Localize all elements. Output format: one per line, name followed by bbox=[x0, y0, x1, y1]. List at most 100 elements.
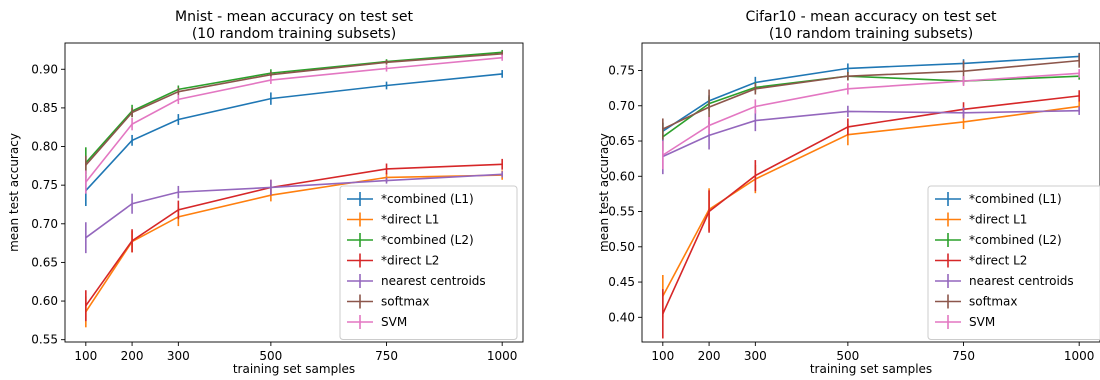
x-tick-label: 200 bbox=[698, 349, 721, 363]
series-line bbox=[85, 173, 503, 239]
data-point bbox=[962, 112, 965, 114]
data-point bbox=[385, 179, 388, 182]
y-tick-label: 0.40 bbox=[608, 310, 635, 324]
legend-label: nearest centroids bbox=[381, 274, 486, 288]
legend-label: nearest centroids bbox=[969, 274, 1074, 288]
y-tick-label: 0.70 bbox=[31, 217, 58, 231]
y-tick-label: 0.90 bbox=[31, 62, 58, 76]
y-tick-label: 0.80 bbox=[31, 140, 58, 154]
y-tick-label: 0.60 bbox=[31, 294, 58, 308]
series-line bbox=[85, 53, 503, 166]
series-5 bbox=[662, 105, 1080, 175]
legend-label: *combined (L2) bbox=[381, 233, 474, 247]
series-line bbox=[662, 75, 1080, 138]
data-point bbox=[270, 97, 272, 100]
x-axis-label: training set samples bbox=[810, 362, 932, 376]
x-tick-label: 100 bbox=[74, 349, 97, 363]
data-point bbox=[501, 73, 503, 75]
x-tick-label: 750 bbox=[952, 349, 975, 363]
series-1 bbox=[85, 70, 503, 207]
data-point bbox=[501, 53, 503, 55]
data-point bbox=[501, 173, 503, 176]
series-6 bbox=[662, 53, 1080, 140]
data-point bbox=[131, 239, 133, 242]
series-line bbox=[662, 59, 1080, 130]
data-point bbox=[85, 304, 87, 307]
data-point bbox=[1078, 109, 1080, 112]
data-point bbox=[754, 119, 757, 122]
legend-label: SVM bbox=[381, 315, 407, 329]
series-line bbox=[662, 95, 1080, 315]
legend-label: SVM bbox=[969, 315, 995, 329]
y-axis-label: mean test accuracy bbox=[597, 133, 611, 252]
y-tick-label: 0.85 bbox=[31, 101, 58, 115]
x-tick-label: 300 bbox=[167, 349, 190, 363]
series-7 bbox=[662, 69, 1080, 170]
series-line bbox=[85, 163, 503, 307]
x-tick-label: 100 bbox=[651, 349, 674, 363]
data-point bbox=[1078, 95, 1080, 97]
x-tick-label: 500 bbox=[836, 349, 859, 363]
data-point bbox=[708, 124, 710, 127]
legend-box bbox=[339, 185, 518, 340]
chart-title-line: Mnist - mean accuracy on test set bbox=[175, 9, 413, 25]
data-point bbox=[662, 154, 664, 156]
series-line bbox=[662, 109, 1080, 158]
data-point bbox=[85, 164, 87, 166]
legend-box bbox=[927, 185, 1100, 340]
legend-label: softmax bbox=[381, 295, 429, 309]
legend: *combined (L1) *direct L1 *combined (L2) *d… bbox=[339, 185, 518, 340]
series-4 bbox=[662, 90, 1080, 339]
x-axis-label: training set samples bbox=[233, 362, 355, 376]
legend-label: *combined (L2) bbox=[969, 233, 1062, 247]
data-point bbox=[962, 70, 965, 73]
data-point bbox=[270, 73, 272, 76]
data-point bbox=[708, 210, 710, 213]
data-point bbox=[501, 163, 503, 166]
series-6 bbox=[85, 51, 503, 175]
chart-panel-2: Cifar10 - mean accuracy on test set(10 r… bbox=[597, 9, 1100, 376]
y-tick-label: 0.65 bbox=[31, 255, 58, 269]
series-line bbox=[85, 73, 503, 192]
x-tick-label: 750 bbox=[375, 349, 398, 363]
y-tick-label: 0.70 bbox=[608, 99, 635, 113]
legend-label: softmax bbox=[969, 295, 1017, 309]
x-tick-label: 200 bbox=[121, 349, 144, 363]
data-point bbox=[385, 84, 388, 87]
series-line bbox=[85, 56, 503, 183]
y-tick-label: 0.75 bbox=[608, 64, 635, 78]
series-5 bbox=[85, 171, 503, 254]
legend-label: *direct L2 bbox=[381, 254, 439, 268]
data-point bbox=[708, 134, 710, 137]
chart-title-line: (10 random training subsets) bbox=[769, 26, 973, 42]
series-line bbox=[85, 51, 503, 164]
x-tick-label: 1000 bbox=[1064, 349, 1095, 363]
data-point bbox=[708, 106, 710, 108]
data-point bbox=[754, 88, 757, 90]
data-point bbox=[85, 236, 87, 239]
legend-label: *direct L1 bbox=[381, 213, 439, 227]
series-line bbox=[85, 174, 503, 313]
data-point bbox=[131, 202, 133, 205]
data-point bbox=[754, 105, 757, 108]
legend-label: *combined (L1) bbox=[969, 192, 1062, 206]
y-tick-label: 0.65 bbox=[608, 134, 635, 148]
chart-title-line: (10 random training subsets) bbox=[192, 26, 396, 42]
data-point bbox=[177, 98, 180, 101]
y-tick-label: 0.75 bbox=[31, 178, 58, 192]
data-point bbox=[847, 75, 849, 77]
data-point bbox=[962, 121, 965, 123]
x-tick-label: 500 bbox=[259, 349, 282, 363]
axes-frame bbox=[641, 42, 1100, 343]
data-point bbox=[385, 168, 388, 170]
y-tick-label: 0.60 bbox=[608, 169, 635, 183]
data-point bbox=[847, 88, 849, 90]
legend: *combined (L1) *direct L1 *combined (L2) *d… bbox=[927, 185, 1100, 340]
data-point bbox=[131, 139, 133, 142]
legend-label: *combined (L1) bbox=[381, 192, 474, 206]
data-point bbox=[177, 90, 180, 93]
data-point bbox=[177, 209, 180, 211]
y-axis-label: mean test accuracy bbox=[7, 133, 21, 252]
data-point bbox=[177, 118, 180, 121]
data-point bbox=[754, 174, 757, 177]
